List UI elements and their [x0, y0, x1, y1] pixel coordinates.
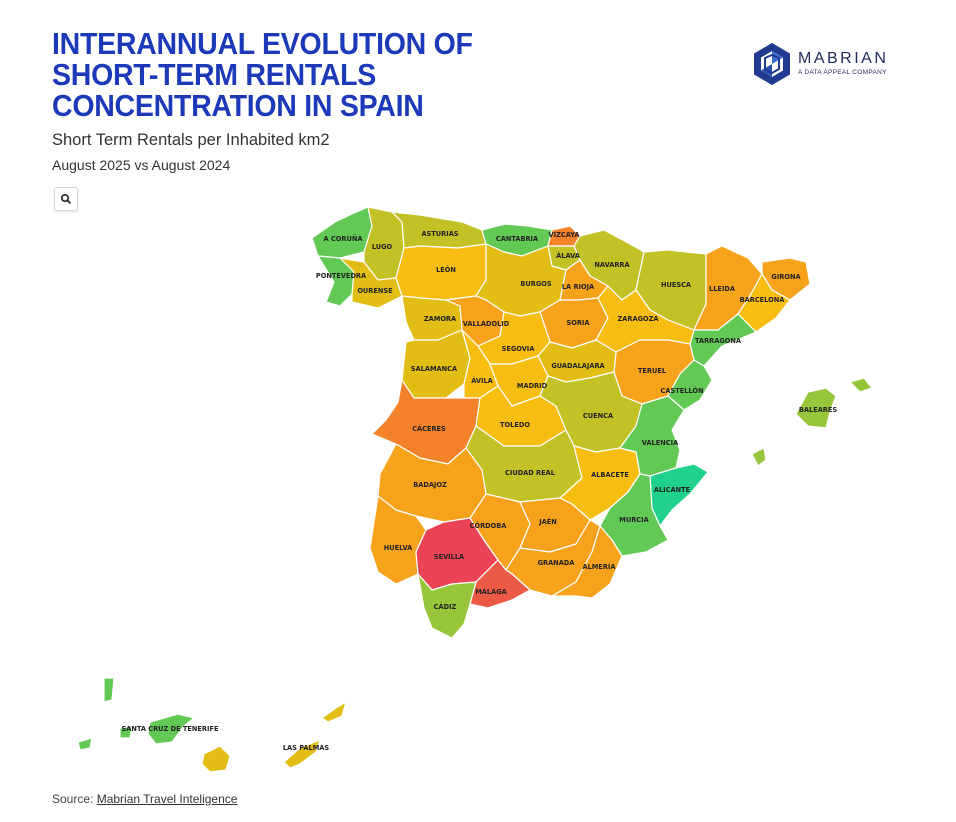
label-segovia: SEGOVIA [502, 345, 536, 353]
label-a-coruna: A CORUÑA [324, 234, 364, 243]
label-valencia: VALENCIA [642, 439, 679, 447]
label-cadiz: CÁDIZ [434, 602, 457, 611]
province-ourense[interactable] [339, 257, 403, 309]
label-sevilla: SEVILLA [434, 553, 465, 561]
label-huelva: HUELVA [384, 544, 413, 552]
page-title: INTERANNUAL EVOLUTION OF SHORT-TERM RENT… [52, 26, 473, 123]
label-granada: GRANADA [538, 559, 576, 567]
label-las-palmas: LAS PALMAS [283, 744, 330, 752]
province-malaga[interactable] [469, 559, 531, 609]
label-navarra: NAVARRA [594, 261, 630, 269]
label-baleares: BALEARES [799, 406, 838, 414]
province-baleares[interactable] [751, 377, 873, 467]
label-badajoz: BADAJOZ [413, 481, 447, 489]
province-cadiz[interactable] [417, 573, 477, 639]
label-girona: GIRONA [771, 273, 801, 281]
logo-name: MABRIAN [798, 50, 889, 67]
label-zamora: ZAMORA [424, 315, 457, 323]
province-las-palmas[interactable] [201, 701, 347, 773]
label-lugo: LUGO [372, 243, 393, 251]
label-vizcaya: VIZCAYA [549, 231, 581, 239]
source-link[interactable]: Mabrian Travel Inteligence [96, 792, 238, 806]
province-salamanca[interactable] [401, 329, 471, 399]
province-almeria[interactable] [551, 525, 623, 599]
label-la-rioja: LA RIOJA [562, 283, 595, 291]
label-barcelona: BARCELONA [740, 296, 786, 304]
logo-hexagon-icon [754, 43, 790, 85]
label-madrid: MADRID [517, 382, 548, 390]
label-tarragona: TARRAGONA [695, 337, 742, 345]
magnifier-icon [61, 194, 71, 204]
mabrian-logo: MABRIAN A DATA APPEAL COMPANY [752, 42, 902, 88]
label-lleida: LLEIDA [709, 285, 736, 293]
label-alava: ÁLAVA [556, 251, 581, 260]
label-alicante: ALICANTE [654, 486, 691, 494]
label-salamanca: SALAMANCA [411, 365, 458, 373]
label-valladolid: VALLADOLID [463, 320, 510, 328]
label-cantabria: CANTABRIA [496, 235, 539, 243]
label-castellon: CASTELLÓN [661, 386, 704, 395]
search-button[interactable] [54, 187, 78, 211]
label-leon: LEÓN [436, 265, 456, 274]
label-cordoba: CÓRDOBA [470, 521, 508, 530]
source-prefix: Source: [52, 792, 97, 806]
province-alicante[interactable] [649, 463, 709, 527]
label-ourense: OURENSE [357, 287, 393, 295]
source-note: Source: Mabrian Travel Inteligence [52, 792, 237, 806]
label-murcia: MURCIA [619, 516, 649, 524]
label-almeria: ALMERÍA [582, 562, 616, 571]
label-cuenca: CUENCA [583, 412, 614, 420]
period-label: August 2025 vs August 2024 [52, 157, 231, 173]
label-zaragoza: ZARAGOZA [618, 315, 660, 323]
logo-tagline: A DATA APPEAL COMPANY [798, 69, 887, 76]
label-malaga: MÁLAGA [475, 587, 507, 596]
label-albacete: ALBACETE [591, 471, 629, 479]
province-santa-cruz-de-tenerife[interactable] [77, 677, 195, 751]
label-burgos: BURGOS [520, 280, 551, 288]
province-a-coruna[interactable] [311, 206, 373, 259]
label-huesca: HUESCA [661, 281, 692, 289]
label-jaen: JAÉN [538, 517, 557, 526]
label-asturias: ASTURIAS [421, 230, 458, 238]
label-pontevedra: PONTEVEDRA [316, 272, 367, 280]
label-santa-cruz-de-tenerife: SANTA CRUZ DE TENERIFE [122, 725, 219, 733]
label-ciudad-real: CIUDAD REAL [505, 469, 556, 477]
label-teruel: TERUEL [638, 367, 667, 375]
label-soria: SORIA [567, 319, 591, 327]
map-subtitle: Short Term Rentals per Inhabited km2 [52, 131, 330, 149]
label-avila: ÁVILA [471, 376, 493, 385]
label-caceres: CÁCERES [412, 424, 446, 433]
label-toledo: TOLEDO [500, 421, 530, 429]
label-guadalajara: GUADALAJARA [551, 362, 605, 370]
